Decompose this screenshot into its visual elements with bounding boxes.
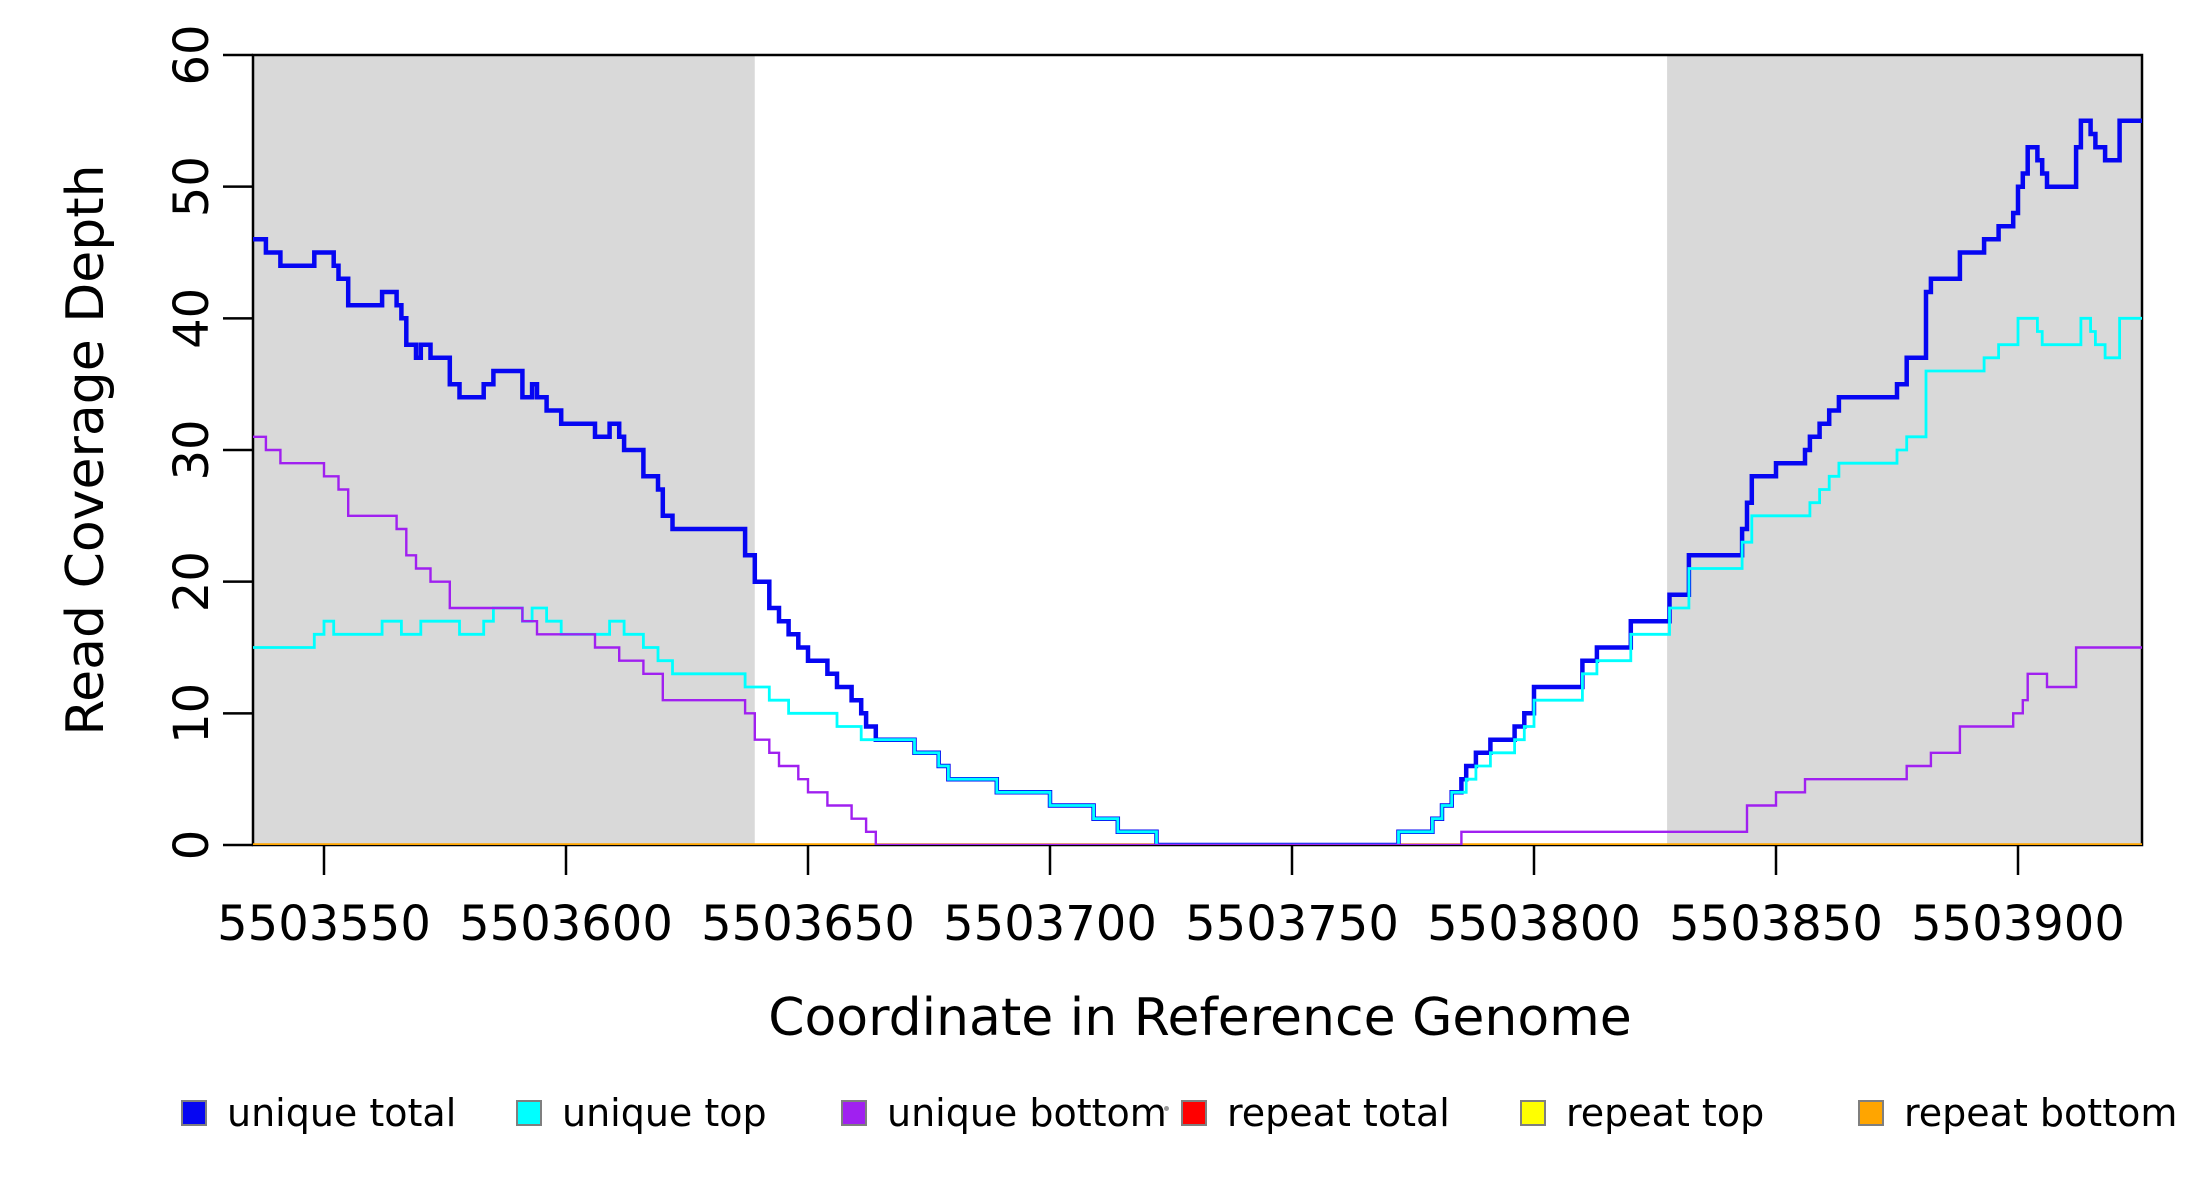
y-axis-tick-label: 10 (164, 683, 220, 744)
legend-item-unique-total: unique total (181, 1090, 456, 1136)
legend-swatch-unique-total (181, 1100, 207, 1126)
legend-label: unique total (227, 1091, 457, 1135)
legend-item-repeat-bottom: repeat bottom (1858, 1090, 2177, 1136)
x-axis-tick-label: 5503900 (1911, 896, 2125, 952)
x-axis-tick-label: 5503650 (701, 896, 915, 952)
legend-item-repeat-top: repeat top (1520, 1090, 1764, 1136)
legend-label: unique bottom (887, 1091, 1167, 1135)
chart-legend: unique total unique top unique bottom repea… (0, 1090, 2200, 1150)
legend-swatch-repeat-top (1520, 1100, 1546, 1126)
y-axis-tick-label: 30 (164, 419, 220, 480)
legend-label: unique top (562, 1091, 767, 1135)
legend-label: repeat bottom (1904, 1091, 2178, 1135)
x-axis-tick-label: 5503600 (459, 896, 673, 952)
series-line-unique-bottom (253, 435, 2142, 845)
x-axis-title: Coordinate in Reference Genome (768, 988, 1632, 1048)
legend-item-unique-top: unique top (516, 1090, 767, 1136)
x-axis-tick-label: 5503750 (1185, 896, 1399, 952)
series-line-unique-top (253, 316, 2142, 845)
legend-swatch-repeat-total (1181, 1100, 1207, 1126)
y-axis-title: Read Coverage Depth (56, 164, 116, 735)
y-axis-tick-label: 60 (164, 24, 220, 85)
legend-label: repeat top (1566, 1091, 1765, 1135)
legend-item-unique-bottom: unique bottom (841, 1090, 1167, 1136)
left-gray-band (252, 55, 755, 845)
x-axis-tick-label: 5503700 (943, 896, 1157, 952)
x-axis-tick-label: 5503550 (217, 896, 431, 952)
legend-swatch-unique-bottom (841, 1100, 867, 1126)
x-axis-tick-label: 5503800 (1427, 896, 1641, 952)
legend-artifact-dot (1164, 1106, 1169, 1111)
y-axis-tick-label: 40 (164, 288, 220, 349)
legend-swatch-unique-top (516, 1100, 542, 1126)
y-axis-tick-label: 50 (164, 156, 220, 217)
legend-label: repeat total (1227, 1091, 1450, 1135)
legend-item-repeat-total: repeat total (1181, 1090, 1450, 1136)
y-axis-tick-label: 20 (164, 551, 220, 612)
x-axis-tick-label: 5503850 (1669, 896, 1883, 952)
y-axis-tick-label: 0 (164, 830, 220, 861)
legend-swatch-repeat-bottom (1858, 1100, 1884, 1126)
